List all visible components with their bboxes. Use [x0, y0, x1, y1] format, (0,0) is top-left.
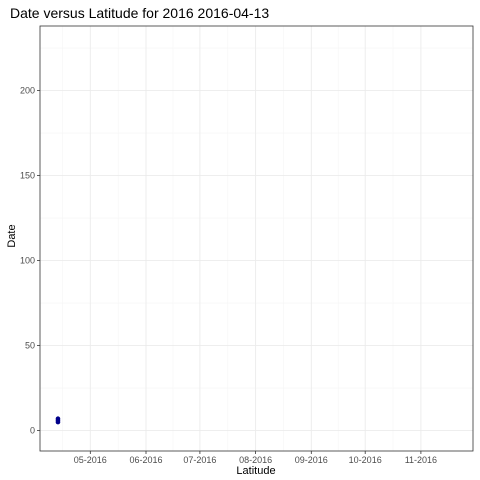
- y-tick-label: 0: [30, 426, 35, 436]
- x-tick-label: 10-2016: [349, 455, 382, 465]
- y-tick-label: 100: [20, 256, 35, 266]
- chart-title: Date versus Latitude for 2016 2016-04-13: [10, 5, 269, 21]
- x-tick-label: 05-2016: [74, 455, 107, 465]
- y-tick-label: 50: [25, 341, 35, 351]
- y-tick-label: 150: [20, 171, 35, 181]
- x-tick-label: 07-2016: [183, 455, 216, 465]
- y-tick-label: 200: [20, 86, 35, 96]
- x-tick-label: 09-2016: [295, 455, 328, 465]
- grid: [40, 26, 473, 451]
- x-tick-label: 08-2016: [239, 455, 272, 465]
- axis-ticks: 05-2016 06-2016 07-2016 08-2016 09-2016 10-20…: [20, 86, 437, 465]
- x-tick-label: 11-2016: [405, 455, 437, 465]
- data-points: [55, 416, 61, 425]
- y-axis-title: Date: [6, 224, 18, 247]
- x-tick-label: 06-2016: [129, 455, 162, 465]
- panel-border: [39, 25, 474, 452]
- x-axis-title: Latitude: [236, 465, 275, 477]
- data-point: [55, 416, 61, 422]
